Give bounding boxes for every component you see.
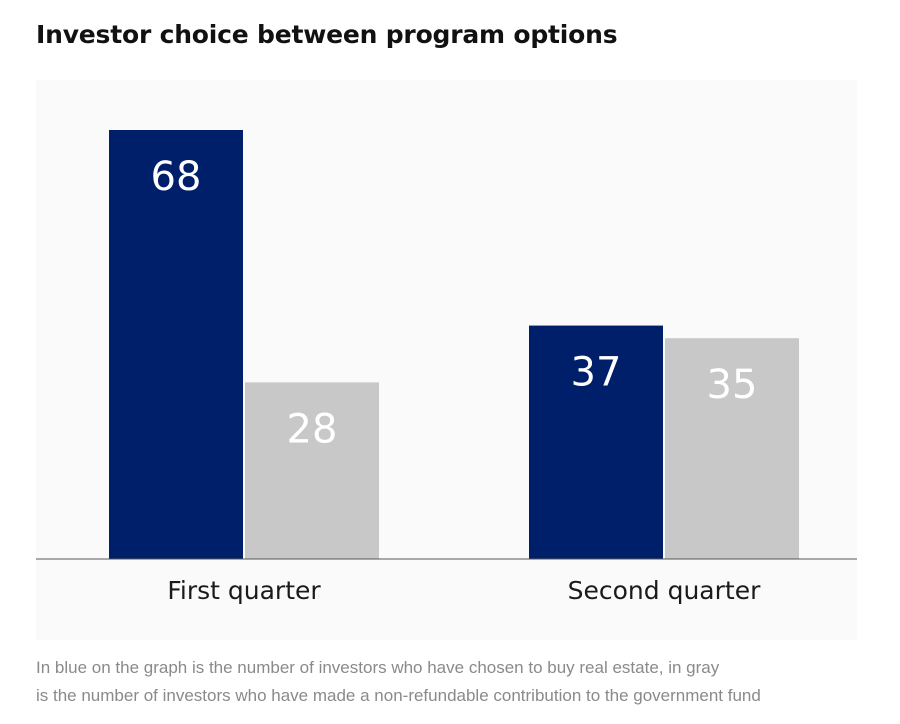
category-label-q2: Second quarter [568,576,761,605]
chart-caption: In blue on the graph is the number of in… [36,654,761,710]
data-label-real-estate-q1: 68 [151,154,202,200]
category-label-q1: First quarter [167,576,321,605]
bar-chart: 68 28 37 35 First quarter Second quarter [36,130,857,605]
bar-real-estate-q2 [529,325,663,559]
bars-group: 68 28 37 35 [109,130,799,559]
data-label-government-fund-q2: 35 [707,362,758,408]
data-label-real-estate-q2: 37 [571,350,622,396]
data-label-government-fund-q1: 28 [287,406,338,452]
chart-title: Investor choice between program options [36,20,618,49]
category-labels-group: First quarter Second quarter [167,576,761,605]
bar-government-fund-q1 [245,382,379,559]
caption-line-1: In blue on the graph is the number of in… [36,658,720,677]
caption-line-2: is the number of investors who have made… [36,686,761,705]
bar-real-estate-q1 [109,130,243,559]
bar-government-fund-q2 [665,338,799,559]
